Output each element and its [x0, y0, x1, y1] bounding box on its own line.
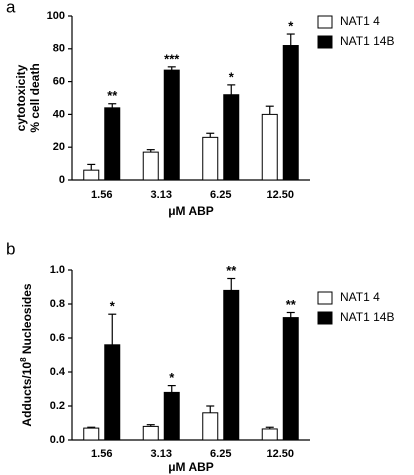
bar: [223, 289, 240, 441]
legend-label: NAT1 14B: [340, 34, 394, 48]
x-tick-label: 3.13: [151, 189, 172, 201]
y-axis-label: cytotoxicity: [14, 64, 28, 131]
y-tick-label: 80: [53, 43, 65, 55]
x-tick-label: 12.50: [266, 448, 294, 460]
significance: *: [110, 299, 116, 314]
x-tick-label: 3.13: [151, 448, 172, 460]
x-tick-label: 1.56: [91, 189, 112, 201]
bar: [83, 427, 100, 441]
bar: [261, 113, 278, 181]
x-tick-label: 6.25: [210, 189, 231, 201]
y-tick-label: 1.0: [50, 264, 65, 276]
legend-label: NAT1 4: [340, 14, 380, 28]
bar: [104, 107, 121, 181]
legend-swatch: [317, 291, 333, 305]
legend-swatch: [317, 311, 333, 325]
y-axis-label-part: Nucleosides: [20, 283, 34, 357]
bar: [282, 45, 299, 181]
legend-label: NAT1 4: [340, 290, 380, 304]
significance: *: [169, 370, 175, 385]
bar: [142, 151, 159, 181]
legend-label: NAT1 14B: [340, 310, 394, 324]
panel-label: a: [6, 0, 16, 16]
y-tick-label: 0.8: [50, 298, 65, 310]
y-tick-label: 100: [47, 10, 65, 22]
y-tick-label: 40: [53, 108, 65, 120]
legend-swatch: [317, 15, 333, 29]
significance: **: [286, 297, 297, 312]
x-tick-label: 6.25: [210, 448, 231, 460]
bar: [282, 317, 299, 441]
y-tick-label: 0: [59, 174, 65, 186]
significance: **: [226, 263, 237, 278]
bar: [163, 69, 180, 181]
bar: [223, 94, 240, 181]
y-tick-label: 20: [53, 141, 65, 153]
bar: [104, 344, 121, 441]
y-tick-label: 60: [53, 76, 65, 88]
bar: [83, 169, 100, 181]
x-tick-label: 12.50: [266, 189, 294, 201]
y-axis-label-part: Adducts/10: [20, 362, 34, 427]
y-axis-label-part: 8: [19, 357, 28, 362]
bar: [163, 391, 180, 441]
y-tick-label: 0.0: [50, 434, 65, 446]
x-axis-label: μM ABP: [168, 204, 214, 218]
bar: [202, 412, 219, 441]
y-axis-label: Adducts/108 Nucleosides: [19, 283, 35, 426]
y-tick-label: 0.6: [50, 332, 65, 344]
significance: *: [288, 18, 294, 33]
legend-swatch: [317, 35, 333, 49]
y-tick-label: 0.4: [50, 366, 66, 378]
y-axis-label: % cell death: [28, 63, 42, 132]
bar: [261, 428, 278, 441]
y-tick-label: 0.2: [50, 400, 65, 412]
significance: ***: [164, 51, 180, 66]
x-axis-label: μM ABP: [168, 460, 214, 474]
bar: [142, 425, 159, 441]
bar: [202, 136, 219, 181]
significance: **: [107, 88, 118, 103]
significance: *: [229, 69, 235, 84]
x-tick-label: 1.56: [91, 448, 112, 460]
panel-label: b: [6, 239, 15, 258]
